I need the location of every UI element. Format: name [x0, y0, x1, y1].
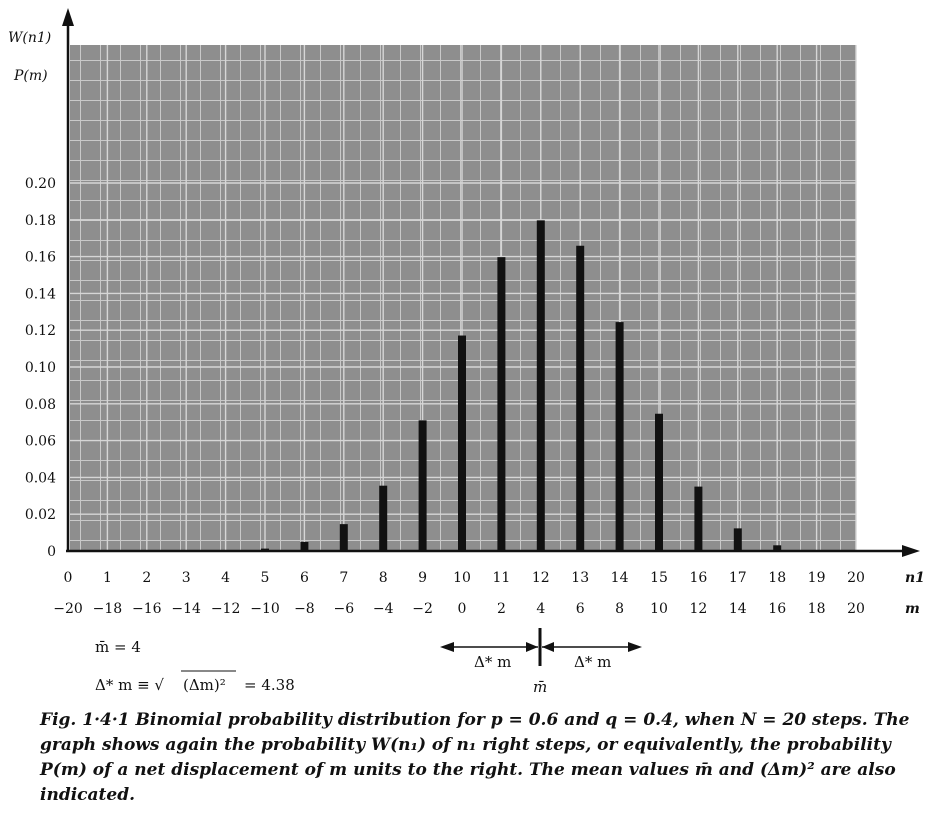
x-tick-label-m: −12: [211, 601, 241, 617]
x-tick-label-m: −2: [412, 601, 433, 617]
x-axis-label-m: m: [905, 601, 920, 617]
bar: [497, 257, 506, 551]
x-tick-label-m: −6: [333, 601, 354, 617]
x-tick-label-n1: 10: [453, 570, 471, 586]
x-tick-label-n1: 11: [492, 570, 510, 586]
x-tick-label-n1: 17: [729, 570, 747, 586]
x-tick-label-m: 16: [768, 601, 786, 617]
x-tick-label-n1: 6: [300, 570, 309, 586]
x-axis-label-n: n1: [905, 570, 925, 586]
x-tick-label-n1: 0: [64, 570, 73, 586]
y-tick-label: 0.14: [25, 286, 56, 302]
x-axis-arrowhead: [902, 545, 920, 557]
x-tick-label-n1: 4: [221, 570, 230, 586]
mean-marker-label: m̄: [533, 678, 547, 696]
x-tick-label-m: 8: [615, 601, 624, 617]
bar: [694, 486, 703, 551]
x-tick-label-n1: 15: [650, 570, 668, 586]
bar: [536, 220, 545, 552]
x-tick-label-m: 2: [497, 601, 506, 617]
x-tick-label-n1: 1: [103, 570, 112, 586]
bar: [655, 413, 663, 551]
x-tick-label-m: 14: [729, 601, 747, 617]
y-tick-label: 0.08: [25, 397, 56, 413]
std-annotation-value: = 4.38: [244, 676, 295, 694]
x-tick-label-n1: 7: [339, 570, 348, 586]
bar: [458, 335, 466, 551]
x-tick-label-m: 12: [689, 601, 707, 617]
x-tick-label-m: 18: [808, 601, 826, 617]
x-tick-label-m: 20: [847, 601, 865, 617]
y-tick-labels: 0 0.02 0.04 0.06 0.08 0.10 0.12 0.14 0.16 0.18 0.2…: [25, 176, 56, 560]
y-tick-label: 0.10: [25, 360, 56, 376]
mean-annotation: m̄ = 4: [95, 638, 141, 656]
left-spread-arrowhead: [440, 642, 454, 652]
x-tick-label-n1: 20: [847, 570, 865, 586]
right-spread-label: Δ* m: [574, 653, 611, 671]
y-tick-label: 0.06: [25, 434, 56, 450]
y-tick-label: 0.20: [25, 176, 56, 192]
bar: [339, 524, 348, 551]
y-tick-label: 0: [47, 544, 56, 560]
bar: [733, 528, 742, 551]
x-tick-label-n1: 18: [768, 570, 786, 586]
figure-caption: Fig. 1·4·1 Binomial probability distribu…: [40, 710, 910, 805]
bar: [300, 541, 309, 551]
std-annotation-radicand: (Δm)²: [183, 676, 226, 694]
x-tick-label-m: −10: [250, 601, 280, 617]
x-tick-label-m: −4: [373, 601, 394, 617]
x-tick-label-m: −18: [93, 601, 123, 617]
bar: [576, 245, 585, 551]
y-tick-label: 0.04: [25, 470, 56, 486]
x-tick-label-m: −16: [132, 601, 162, 617]
x-tick-label-n1: 19: [808, 570, 826, 586]
std-annotation-lhs: Δ* m ≡ √: [95, 676, 164, 694]
x-tick-labels-m: −20 −18 −16 −14 −12 −10 −8 −6 −4 −2 0 2 4 6 8 10 12 14 16 1…: [53, 601, 865, 617]
x-tick-label-m: 0: [458, 601, 467, 617]
y-tick-label: 0.18: [25, 213, 56, 229]
bar: [379, 485, 388, 551]
x-tick-label-n1: 14: [611, 570, 629, 586]
x-tick-label-m: 6: [576, 601, 585, 617]
bar: [773, 545, 782, 551]
bar: [418, 420, 427, 551]
bars: [261, 220, 821, 552]
x-tick-label-n1: 16: [689, 570, 707, 586]
left-spread-label: Δ* m: [474, 653, 511, 671]
y-axis-arrowhead: [62, 8, 74, 26]
y-axis-label-p: P(m): [13, 68, 48, 84]
y-axis-label-w: W(n1): [8, 30, 51, 46]
left-spread-arrowhead-inner: [526, 642, 538, 652]
x-tick-label-n1: 3: [182, 570, 191, 586]
x-tick-label-m: 4: [536, 601, 545, 617]
right-spread-arrowhead-inner: [542, 642, 554, 652]
x-tick-label-n1: 13: [571, 570, 589, 586]
x-tick-label-n1: 8: [379, 570, 388, 586]
x-tick-label-m: −20: [53, 601, 83, 617]
x-tick-label-m: −14: [171, 601, 201, 617]
right-spread-arrowhead: [628, 642, 642, 652]
x-tick-label-n1: 5: [261, 570, 270, 586]
x-tick-labels-n1: 0 1 2 3 4 5 6 7 8 9 10 11 12 13 14 15 16 17 18 19 20: [64, 570, 865, 586]
x-tick-label-n1: 2: [142, 570, 151, 586]
x-tick-label-n1: 12: [532, 570, 550, 586]
y-tick-label: 0.12: [25, 323, 56, 339]
bar: [812, 550, 821, 551]
bar: [615, 322, 624, 551]
x-tick-label-m: 10: [650, 601, 668, 617]
y-tick-label: 0.02: [25, 507, 56, 523]
bar: [261, 548, 269, 551]
x-tick-label-n1: 9: [418, 570, 427, 586]
y-tick-label: 0.16: [25, 250, 56, 266]
x-tick-label-m: −8: [294, 601, 315, 617]
